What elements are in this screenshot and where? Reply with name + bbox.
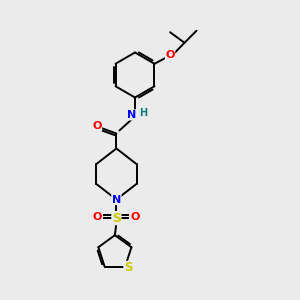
Text: S: S (112, 212, 121, 225)
Text: O: O (92, 121, 102, 131)
Text: O: O (165, 50, 175, 60)
Text: O: O (131, 212, 140, 222)
Text: O: O (92, 212, 102, 222)
Text: S: S (124, 261, 132, 274)
Text: N: N (112, 194, 121, 205)
Text: N: N (128, 110, 136, 120)
Text: H: H (139, 108, 148, 118)
